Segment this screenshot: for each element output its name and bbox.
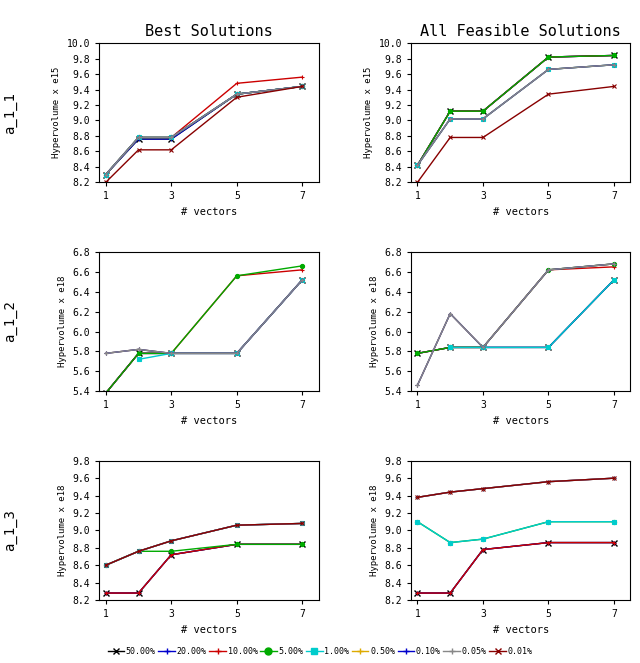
Y-axis label: Hypervolume x e18: Hypervolume x e18 bbox=[58, 485, 67, 576]
Title: Best Solutions: Best Solutions bbox=[145, 24, 273, 39]
Y-axis label: Hypervolume x e18: Hypervolume x e18 bbox=[370, 276, 379, 367]
Text: a_1_3: a_1_3 bbox=[3, 509, 17, 552]
Title: All Feasible Solutions: All Feasible Solutions bbox=[420, 24, 621, 39]
X-axis label: # vectors: # vectors bbox=[181, 625, 237, 634]
Text: a_1_2: a_1_2 bbox=[3, 300, 17, 343]
Y-axis label: Hypervolume x e15: Hypervolume x e15 bbox=[52, 67, 61, 158]
Y-axis label: Hypervolume x e15: Hypervolume x e15 bbox=[364, 67, 373, 158]
X-axis label: # vectors: # vectors bbox=[493, 416, 548, 426]
Text: a_1_1: a_1_1 bbox=[3, 91, 17, 134]
X-axis label: # vectors: # vectors bbox=[181, 416, 237, 426]
Y-axis label: Hypervolume x e18: Hypervolume x e18 bbox=[58, 276, 67, 367]
X-axis label: # vectors: # vectors bbox=[493, 625, 548, 634]
X-axis label: # vectors: # vectors bbox=[181, 207, 237, 217]
Legend: 50.00%, 20.00%, 10.00%, 5.00%, 1.00%, 0.50%, 0.10%, 0.05%, 0.01%: 50.00%, 20.00%, 10.00%, 5.00%, 1.00%, 0.… bbox=[104, 643, 536, 659]
Y-axis label: Hypervolume x e18: Hypervolume x e18 bbox=[370, 485, 379, 576]
X-axis label: # vectors: # vectors bbox=[493, 207, 548, 217]
